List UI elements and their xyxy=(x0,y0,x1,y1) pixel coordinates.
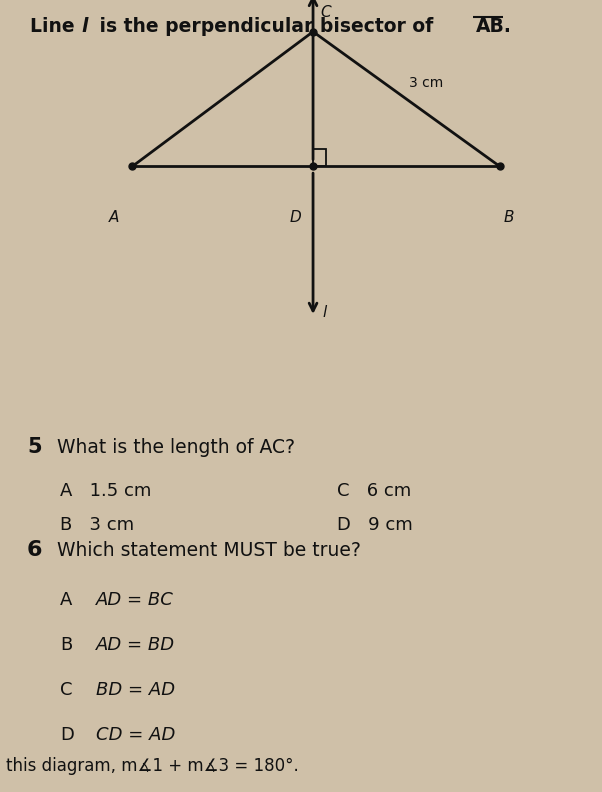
Text: Line: Line xyxy=(30,17,81,36)
Text: D: D xyxy=(289,210,301,225)
Text: AB.: AB. xyxy=(476,17,512,36)
Text: What is the length of AC?: What is the length of AC? xyxy=(57,438,295,457)
Text: B   3 cm: B 3 cm xyxy=(60,516,134,534)
Text: C   6 cm: C 6 cm xyxy=(337,482,411,500)
Text: l: l xyxy=(81,17,88,36)
Text: AD = BD: AD = BD xyxy=(96,636,175,653)
Text: A: A xyxy=(60,591,73,608)
Text: CD = AD: CD = AD xyxy=(96,726,176,744)
Text: Which statement MUST be true?: Which statement MUST be true? xyxy=(57,541,361,560)
Text: 3 cm: 3 cm xyxy=(409,76,444,90)
Text: D   9 cm: D 9 cm xyxy=(337,516,413,534)
Text: C: C xyxy=(60,681,73,699)
Text: l: l xyxy=(322,305,326,320)
Text: B: B xyxy=(503,210,514,225)
Bar xyxy=(313,149,326,166)
Text: A   1.5 cm: A 1.5 cm xyxy=(60,482,152,500)
Text: B: B xyxy=(60,636,72,653)
Text: is the perpendicular bisector of: is the perpendicular bisector of xyxy=(93,17,440,36)
Text: C: C xyxy=(320,5,331,20)
Text: A: A xyxy=(109,210,120,225)
Text: 5: 5 xyxy=(27,437,42,458)
Text: BD = AD: BD = AD xyxy=(96,681,175,699)
Text: D: D xyxy=(60,726,74,744)
Text: AD = BC: AD = BC xyxy=(96,591,174,608)
Text: this diagram, m∡1 + m∡3 = 180°.: this diagram, m∡1 + m∡3 = 180°. xyxy=(6,756,299,775)
Text: 6: 6 xyxy=(27,540,43,561)
